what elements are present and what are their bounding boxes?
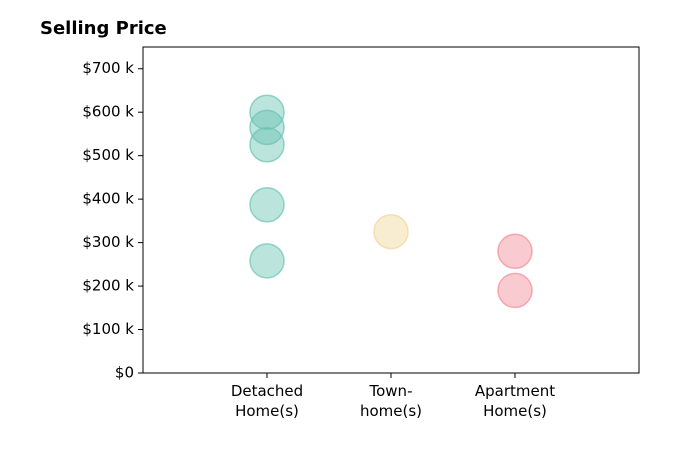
x-tick-label: Town- home(s): [359, 382, 423, 420]
y-tick-label: $600 k: [82, 103, 134, 121]
y-tick-label: $700 k: [82, 59, 134, 77]
point: [373, 213, 409, 250]
y-tick-label: $500 k: [82, 146, 134, 164]
point: [249, 127, 285, 163]
y-tick-label: $100 k: [82, 320, 134, 338]
point: [249, 187, 285, 223]
y-tick-label: $300 k: [82, 233, 134, 251]
y-tick-label: $200 k: [82, 277, 134, 295]
point: [497, 272, 533, 309]
x-tick-label: Apartment Home(s): [474, 382, 556, 420]
y-tick-label: $400 k: [82, 190, 134, 208]
y-tick-label: $0: [115, 364, 134, 382]
point: [497, 233, 533, 270]
point: [249, 94, 285, 130]
point: [249, 243, 285, 279]
x-tick-label: Detached Home(s): [230, 382, 304, 420]
plot-frame: [142, 46, 640, 374]
chart-title: Selling Price: [40, 18, 167, 39]
